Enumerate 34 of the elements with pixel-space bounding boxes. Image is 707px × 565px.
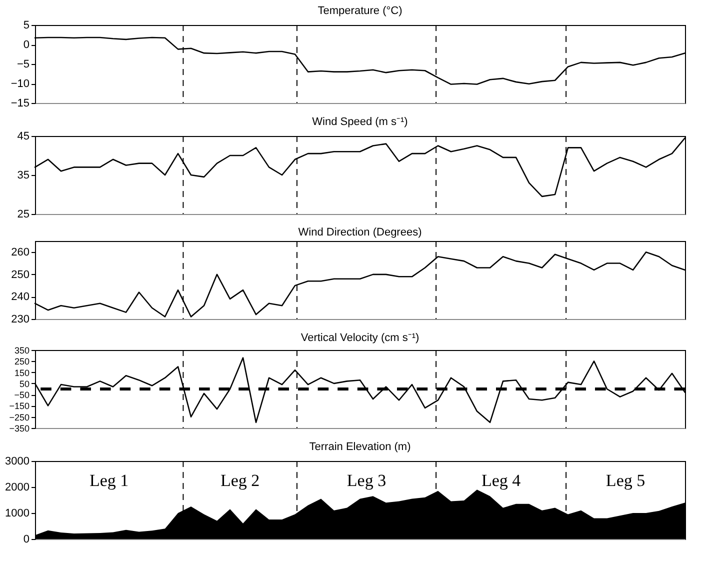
y-tick-label: −150 [9,401,30,412]
y-tick-label: 350 [14,346,30,356]
y-tick-label: 150 [14,368,30,378]
chart-title: Wind Speed (m s⁻¹) [312,116,408,128]
y-tick-label: −15 [10,98,30,110]
y-tick-label: 230 [11,314,30,326]
y-tick-label: 2000 [5,482,30,494]
y-tick-label: 45 [17,130,30,142]
y-tick-label: 240 [11,291,30,304]
y-tick-label: 260 [11,246,30,259]
y-tick-label: −5 [16,58,30,70]
y-tick-label: 1000 [5,508,30,520]
chart-title: Terrain Elevation (m) [309,441,411,453]
chart-title: Wind Direction (Degrees) [298,226,422,238]
y-tick-label: 3000 [5,456,30,468]
annotation: Leg 3 [346,471,386,490]
y-tick-label: 0 [23,534,30,546]
annotation: Leg 1 [90,471,129,490]
y-tick-label: −10 [10,78,30,90]
annotation: Leg 2 [220,471,260,490]
y-tick-label: 0 [23,39,30,51]
y-tick-label: 250 [11,268,30,281]
y-tick-label: −50 [14,390,30,400]
y-tick-label: 25 [17,208,30,220]
y-tick-label: 50 [19,378,30,389]
y-tick-label: 5 [23,20,30,32]
y-tick-label: −250 [9,412,30,422]
y-tick-label: 35 [17,170,30,182]
annotation: Leg 5 [606,471,646,490]
chart-title: Vertical Velocity (cm s⁻¹) [300,332,420,344]
chart-title: Temperature (°C) [318,5,402,17]
y-tick-label: 250 [14,356,30,367]
y-tick-label: −350 [9,424,30,434]
annotation: Leg 4 [481,471,522,490]
